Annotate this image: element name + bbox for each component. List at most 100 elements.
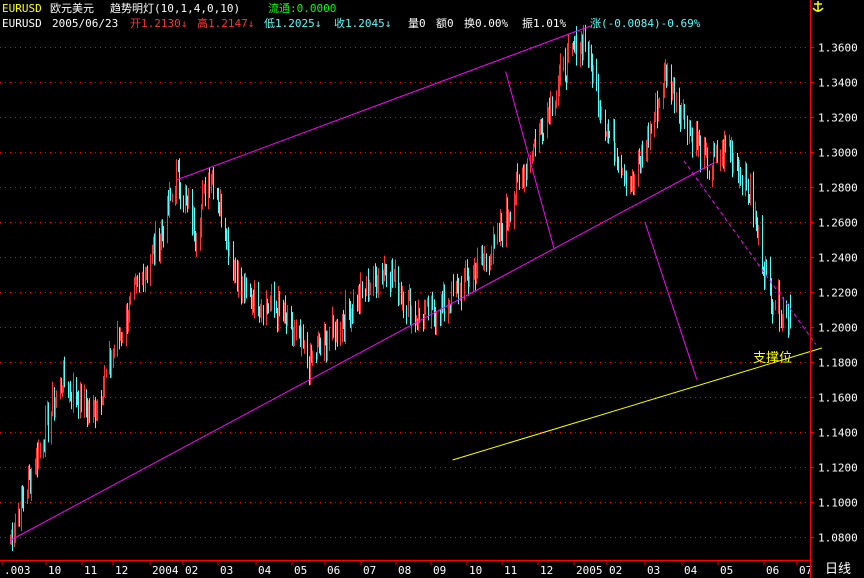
candle-body [607, 130, 608, 133]
candle-body [208, 179, 209, 205]
candle-body [378, 274, 379, 287]
anchor-icon[interactable] [812, 1, 824, 12]
candle-body [552, 98, 553, 113]
x-tick-label: 04 [258, 564, 272, 577]
candle-body [337, 322, 338, 337]
candle-body [519, 176, 520, 180]
date-axis-labels: .003 10 11 12 2004 02 03 04 05 06 07 08 09 10 11 12 2005… [1, 560, 812, 577]
candle-body [28, 474, 29, 494]
y-tick-label: 1.3600 [818, 42, 858, 55]
candle-body [52, 393, 53, 414]
candle-body [304, 341, 305, 347]
candle-body [486, 255, 487, 262]
candle-body [43, 446, 44, 448]
candle-body [292, 318, 293, 336]
projection-2 [644, 221, 698, 380]
candle-body [516, 174, 517, 198]
candle-body [218, 197, 219, 207]
candle-body [725, 138, 726, 145]
candle-body [386, 271, 387, 283]
candle-body [152, 248, 153, 261]
candle-body [130, 295, 131, 302]
candle-body [775, 306, 776, 309]
candle-body [350, 310, 351, 325]
candle-body [137, 280, 138, 282]
candle-body [474, 269, 475, 272]
candle-body [353, 300, 354, 317]
candle-body [61, 381, 62, 390]
candle-body [109, 351, 110, 372]
candle-body [729, 143, 730, 145]
candle-body [477, 257, 478, 273]
candle-body [373, 267, 374, 288]
candle-body [497, 225, 498, 241]
header-symbol: EURUSD [2, 2, 42, 15]
candle-body [128, 319, 129, 327]
candle-body [78, 401, 79, 412]
x-tick-label: 06 [327, 564, 340, 577]
candle-body [524, 168, 525, 185]
candle-body [200, 226, 201, 240]
candle-body [129, 301, 130, 320]
candle-body [558, 87, 559, 94]
upper-channel [176, 25, 591, 181]
candle-body [154, 243, 155, 256]
candle-body [737, 158, 738, 170]
candle-body [87, 407, 88, 417]
candle-body [461, 285, 462, 299]
candle-body [27, 493, 28, 501]
candle-body [252, 301, 253, 304]
candle-body [716, 148, 717, 156]
candle-body [781, 320, 782, 323]
candle-body [773, 308, 774, 312]
candle-body [310, 347, 311, 374]
candle-body [696, 132, 697, 150]
candle-body [192, 199, 193, 230]
candle-body [417, 323, 418, 327]
candle-body [740, 170, 741, 182]
x-tick-label: 10 [469, 564, 482, 577]
candle-body [51, 413, 52, 435]
candle-body [395, 269, 396, 279]
candle-body [294, 330, 295, 335]
candle-body [482, 255, 483, 262]
candle-body [340, 331, 341, 337]
period-label[interactable]: 日线 [825, 562, 851, 577]
candle-body [375, 267, 376, 277]
candle-body [730, 143, 731, 154]
candle-body [220, 198, 221, 209]
candle-body [146, 273, 147, 278]
candle-body [120, 335, 121, 340]
candle-body [679, 99, 680, 113]
header-name: 欧元美元 [50, 2, 94, 15]
gridlines [0, 47, 810, 538]
candle-body [425, 302, 426, 312]
candle-body [202, 192, 203, 207]
candle-body [651, 126, 652, 129]
candle-body [673, 82, 674, 90]
candle-body [345, 301, 346, 333]
candle-body [143, 275, 144, 290]
candle-body [453, 285, 454, 294]
y-tick-label: 1.3200 [818, 112, 858, 125]
candle-body [598, 82, 599, 109]
candle-body [278, 296, 279, 321]
lower-channel [9, 162, 715, 541]
candle-body [62, 389, 63, 391]
candle-body [193, 213, 194, 230]
candle-body [450, 306, 451, 311]
candle-body [593, 69, 594, 82]
candle-body [15, 524, 16, 535]
candle-body [757, 221, 758, 236]
x-tick-label: 03 [647, 564, 660, 577]
candle-body [329, 338, 330, 343]
candle-body [161, 228, 162, 239]
candle-body [335, 326, 336, 341]
candle-body [705, 144, 706, 153]
candle-body [476, 272, 477, 283]
candle-body [287, 310, 288, 325]
header2-low: 低1.2025↓ [264, 17, 321, 30]
candle-body [556, 93, 557, 104]
candle-body [566, 77, 567, 81]
